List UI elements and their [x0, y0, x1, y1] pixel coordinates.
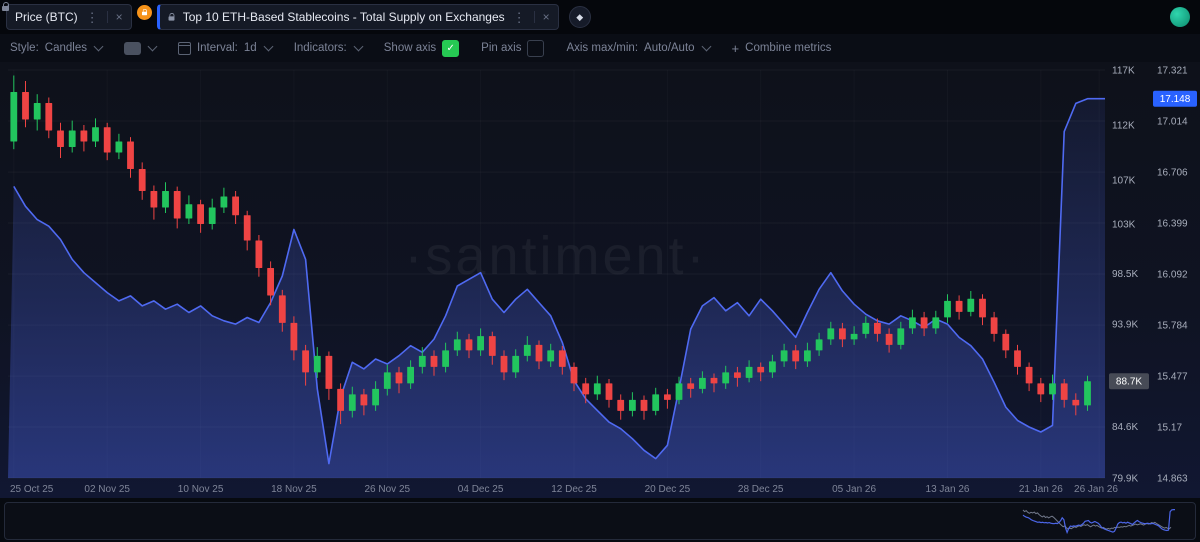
svg-text:98.5K: 98.5K — [1112, 269, 1138, 280]
svg-text:107K: 107K — [1112, 176, 1136, 187]
price-axis-labels: 117K 112K 107K 103K 98.5K 93.9K 84.6K 79.9K — [1112, 66, 1138, 485]
svg-text:26 Nov 25: 26 Nov 25 — [365, 484, 411, 495]
svg-text:13 Jan 26: 13 Jan 26 — [926, 484, 970, 495]
chevron-down-icon — [93, 41, 104, 51]
svg-text:18 Nov 25: 18 Nov 25 — [271, 484, 317, 495]
tab-stablecoins-supply-label: Top 10 ETH-Based Stablecoins - Total Sup… — [182, 10, 505, 24]
chart-canvas[interactable]: ·santiment· 117K 112K 107K 103K 98.5K 93.9K 84.… — [0, 62, 1200, 498]
check-icon: ✓ — [446, 42, 455, 54]
svg-text:93.9K: 93.9K — [1112, 320, 1138, 331]
svg-text:112K: 112K — [1112, 121, 1135, 132]
svg-text:17.148: 17.148 — [1160, 94, 1191, 105]
svg-text:14.863: 14.863 — [1157, 474, 1188, 485]
pin-axis-checkbox[interactable] — [527, 39, 545, 57]
chevron-down-icon — [263, 41, 274, 51]
candle-color-swatch — [123, 41, 141, 55]
show-axis-toggle[interactable]: Show axis ✓ — [383, 39, 460, 57]
svg-text:15.17: 15.17 — [1157, 423, 1182, 434]
svg-text:16.706: 16.706 — [1157, 168, 1188, 179]
tab-price-btc-label: Price (BTC) — [15, 10, 78, 24]
interval-selector[interactable]: Interval: 1d — [177, 41, 274, 55]
pin-axis-toggle[interactable]: Pin axis — [481, 39, 545, 57]
svg-text:117K: 117K — [1112, 66, 1135, 77]
eth-asset-button[interactable]: ◆ — [568, 6, 591, 28]
chart-minimap-scrubber[interactable] — [4, 502, 1196, 540]
chevron-down-icon — [701, 41, 711, 51]
lock-icon — [168, 12, 175, 21]
interval-label: Interval: — [196, 42, 238, 54]
supply-axis-labels: 17.321 17.014 16.706 16.399 16.092 15.784 15.4… — [1157, 66, 1188, 485]
show-axis-checkbox[interactable]: ✓ — [442, 39, 460, 57]
chevron-down-icon — [147, 41, 158, 51]
svg-text:20 Dec 25: 20 Dec 25 — [645, 484, 691, 495]
svg-text:21 Jan 26: 21 Jan 26 — [1019, 484, 1063, 495]
tab-bar: Price (BTC) ⋮ × Top 10 ETH-Based Stablec… — [0, 0, 1200, 34]
btc-lock-badge-icon — [136, 4, 152, 20]
minimap-price-sparkline — [1022, 509, 1172, 530]
svg-text:17.321: 17.321 — [1157, 66, 1188, 77]
axis-maxmin-label: Axis max/min: — [566, 42, 639, 54]
santiment-watermark: ·santiment· — [404, 226, 707, 286]
svg-text:25 Oct 25: 25 Oct 25 — [10, 484, 54, 495]
tab-stablecoins-supply[interactable]: Top 10 ETH-Based Stablecoins - Total Sup… — [156, 4, 559, 30]
supply-line-series — [8, 97, 1105, 478]
chart-area: ·santiment· 117K 112K 107K 103K 98.5K 93.9K 84.… — [0, 62, 1200, 498]
style-value: Candles — [44, 42, 87, 54]
svg-text:10 Nov 25: 10 Nov 25 — [178, 484, 224, 495]
tab-price-btc-close-icon[interactable]: × — [106, 11, 123, 23]
svg-text:02 Nov 25: 02 Nov 25 — [84, 484, 130, 495]
svg-text:26 Jan 26: 26 Jan 26 — [1074, 484, 1118, 495]
svg-text:88.7K: 88.7K — [1116, 377, 1142, 388]
chart-toolbar: Style: Candles Interval: 1d Indicators: … — [0, 34, 1200, 62]
svg-text:15.477: 15.477 — [1157, 372, 1188, 383]
date-axis-labels: 25 Oct 25 02 Nov 25 10 Nov 25 18 Nov 25 26 N… — [10, 484, 1118, 495]
calendar-icon — [177, 41, 191, 55]
svg-text:28 Dec 25: 28 Dec 25 — [738, 484, 784, 495]
svg-text:79.9K: 79.9K — [1112, 474, 1138, 485]
style-label: Style: — [10, 42, 39, 54]
minimap-canvas[interactable] — [5, 503, 1195, 539]
pin-axis-label: Pin axis — [481, 42, 522, 54]
tab-stablecoins-menu-icon[interactable]: ⋮ — [512, 9, 526, 25]
axis-maxmin-selector[interactable]: Axis max/min: Auto/Auto — [566, 41, 711, 54]
interval-value: 1d — [243, 42, 257, 54]
svg-text:12 Dec 25: 12 Dec 25 — [551, 484, 597, 495]
tab-price-btc-menu-icon[interactable]: ⋮ — [85, 9, 99, 25]
color-swatch-selector[interactable] — [123, 41, 158, 55]
svg-text:15.784: 15.784 — [1157, 321, 1188, 332]
style-selector[interactable]: Style: Candles — [10, 41, 104, 54]
combine-metrics-button[interactable]: + Combine metrics — [732, 41, 832, 56]
combine-metrics-label: Combine metrics — [745, 42, 832, 54]
indicators-label: Indicators: — [293, 42, 347, 54]
tab-stablecoins-close-icon[interactable]: × — [533, 11, 550, 23]
candlestick-series — [10, 75, 1091, 425]
tab-price-btc[interactable]: Price (BTC) ⋮ × — [6, 4, 132, 30]
axis-maxmin-value: Auto/Auto — [644, 42, 695, 54]
svg-text:103K: 103K — [1112, 220, 1136, 231]
svg-text:17.014: 17.014 — [1157, 117, 1188, 128]
corner-lock-icon — [2, 0, 9, 16]
eth-diamond-icon: ◆ — [576, 11, 584, 22]
svg-text:04 Dec 25: 04 Dec 25 — [458, 484, 504, 495]
user-avatar[interactable] — [1170, 7, 1190, 27]
chevron-down-icon — [353, 41, 364, 51]
indicators-selector[interactable]: Indicators: — [293, 41, 364, 54]
svg-text:84.6K: 84.6K — [1112, 422, 1138, 433]
svg-text:05 Jan 26: 05 Jan 26 — [832, 484, 876, 495]
svg-text:16.399: 16.399 — [1157, 219, 1188, 230]
plus-icon: + — [731, 40, 740, 56]
show-axis-label: Show axis — [383, 42, 437, 54]
axis-value-badges: 88.7K 17.148 — [1109, 90, 1197, 390]
svg-text:16.092: 16.092 — [1157, 270, 1188, 281]
minimap-supply-sparkline — [1022, 509, 1175, 535]
